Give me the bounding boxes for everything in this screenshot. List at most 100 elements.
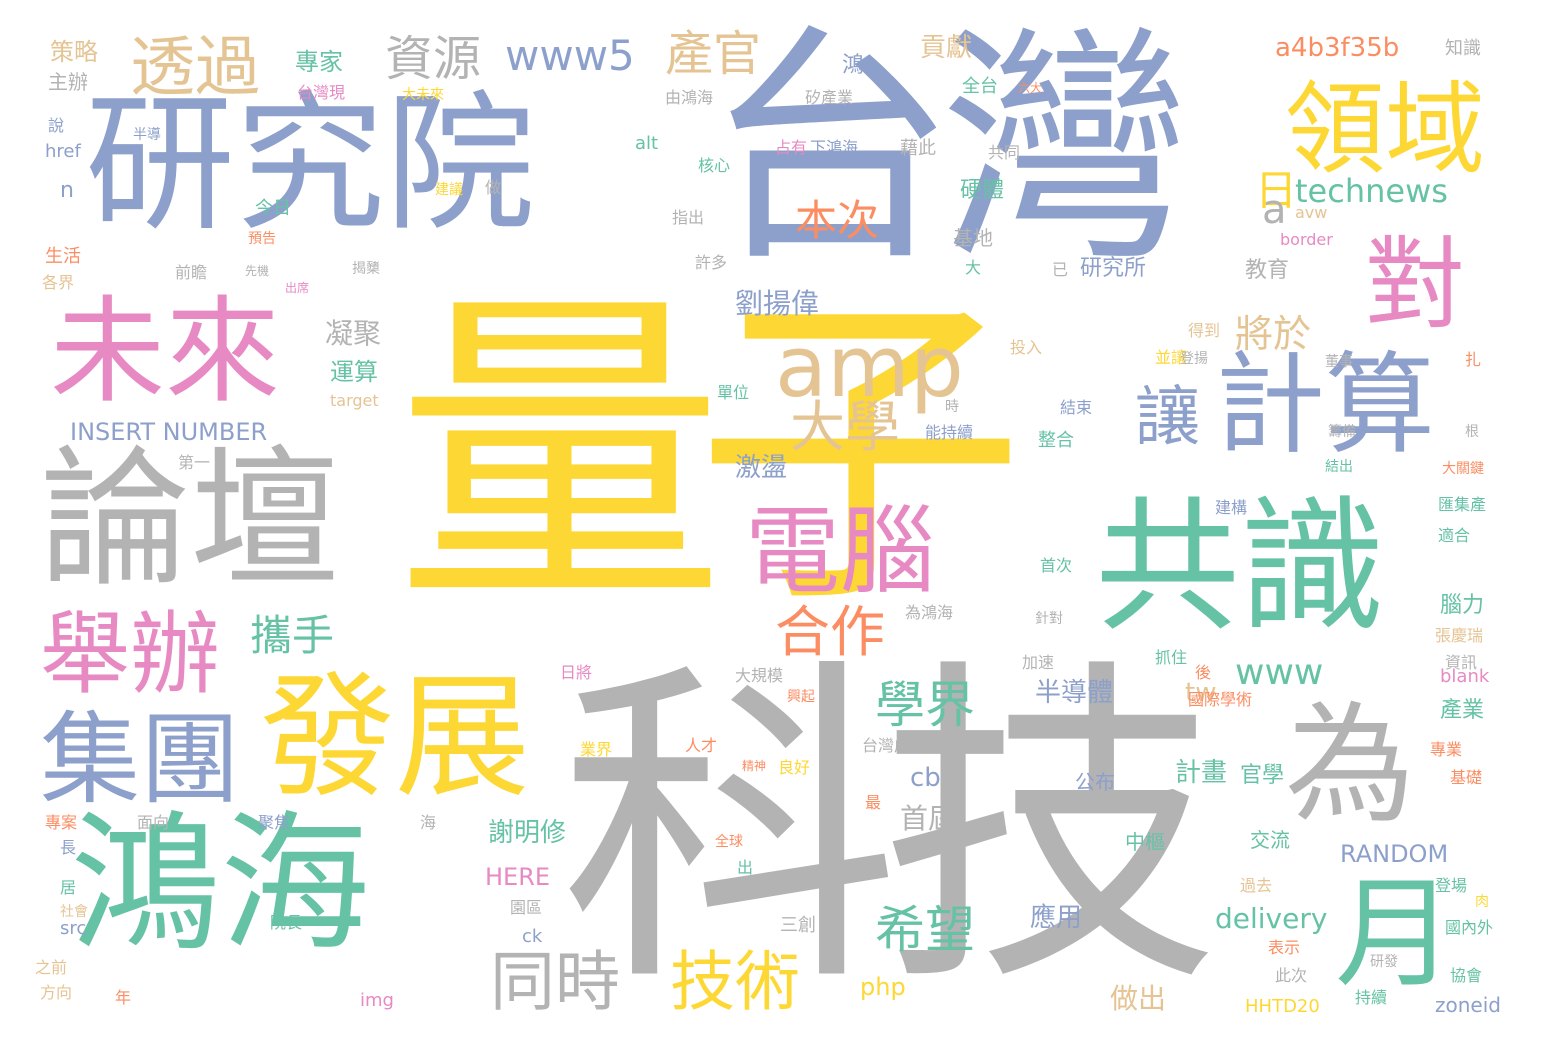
word-hezuo: 合作	[775, 600, 886, 664]
word-insert: INSERT NUMBER	[70, 418, 268, 446]
word-liangyu: 良好	[778, 758, 811, 777]
word-hhtd20: HHTD20	[1245, 996, 1320, 1017]
word-banda: 半導	[133, 127, 161, 143]
word-zui: 最	[865, 793, 882, 812]
word-tongshi: 同時	[490, 945, 621, 1020]
word-jiezhi: 結出	[1325, 459, 1353, 475]
word-zhenghe: 整合	[1038, 430, 1074, 451]
word-yingyong: 應用	[1030, 903, 1083, 933]
word-jiangyu: 將於	[1235, 312, 1312, 356]
word-zhuanan: 專案	[45, 813, 78, 832]
word-liuyangwei: 劉揚偉	[735, 287, 820, 320]
word-xiangfa: 興起	[787, 689, 815, 705]
word-yue: 月	[1335, 865, 1455, 1004]
word-chanye: 產業	[1440, 698, 1485, 723]
word-yejie: 業界	[580, 740, 613, 759]
word-nengchixu: 能持續	[925, 423, 974, 442]
word-wei: 為	[1285, 689, 1416, 841]
word-bingrang: 並讓	[1155, 348, 1188, 367]
word-technews: technews	[1295, 172, 1448, 210]
word-chang: 長	[60, 838, 77, 857]
word-guonei: 國內外	[1445, 918, 1494, 937]
word-zhiqian: 之前	[35, 958, 68, 977]
word-xiemingxiu: 謝明修	[488, 818, 567, 848]
word-jisuan: 計算	[1215, 341, 1435, 469]
word-xieshou: 攜手	[250, 611, 335, 660]
word-zoneid: zoneid	[1435, 993, 1501, 1017]
word-amp: amp	[775, 318, 964, 417]
word-chanxguan: 產官	[665, 26, 762, 82]
word-taiwan: 台灣	[705, 4, 1190, 295]
word-hexin: 核心	[698, 156, 731, 175]
word-jituan: 集團	[40, 701, 240, 818]
word-chu: 出	[737, 858, 754, 877]
word-target: target	[330, 391, 379, 410]
word-rang: 讓	[1135, 380, 1201, 455]
word-rou: 肉	[1475, 894, 1489, 910]
word-yuanqu: 園區	[510, 898, 543, 917]
word-jiaoyu: 教育	[1245, 258, 1290, 283]
word-celue: 策略	[50, 38, 98, 66]
word-sanchuang: 三創	[780, 915, 816, 936]
word-rijiang: 日將	[560, 663, 593, 682]
word-taiwanxian: 台灣現	[297, 83, 346, 102]
word-shuo: 說	[48, 116, 65, 135]
word-youhonghai: 由鴻海	[665, 88, 714, 107]
word-liuda: 六大	[1018, 81, 1043, 95]
word-shehui: 社會	[60, 904, 88, 920]
word-jihua: 計畫	[1175, 758, 1228, 788]
word-quantai: 全台	[962, 76, 998, 97]
word-jishu: 技術	[670, 945, 801, 1020]
word-xiehui: 協會	[1450, 966, 1483, 985]
word-dali: 大	[965, 258, 982, 277]
word-shengchanye: 矽產業	[805, 88, 854, 107]
word-href: href	[45, 141, 81, 162]
word-mianxiang: 面向	[137, 813, 170, 832]
word-zhuban: 主辦	[48, 70, 88, 94]
word-tourus: 投入	[1010, 338, 1043, 357]
word-border: border	[1280, 230, 1333, 249]
word-www5: www5	[505, 31, 635, 80]
word-diyi: 第一	[178, 453, 211, 472]
word-jieshu: 結束	[1060, 398, 1093, 417]
word-hong: 鴻	[842, 53, 865, 78]
word-daguimo: 大規模	[735, 666, 784, 685]
word-img: img	[360, 990, 394, 1011]
word-weihonghai: 為鴻海	[905, 603, 954, 622]
word-shenghuo: 生活	[45, 246, 81, 267]
word-dengchang: 登場	[1435, 876, 1468, 895]
word-jidang: 激盪	[735, 453, 788, 483]
word-shi: 時	[945, 399, 959, 415]
word-zhanghuirui: 張慶瑞	[1435, 626, 1484, 645]
word-hou: 後	[1195, 663, 1212, 682]
word-luntan: 論壇	[40, 433, 341, 607]
word-src: src	[60, 918, 87, 939]
word-quanqiu: 全球	[715, 834, 743, 850]
word-zhuanjia: 專家	[295, 48, 343, 76]
word-a: a	[1262, 187, 1287, 233]
word-jieci: 藉此	[900, 138, 936, 159]
word-diannao: 電腦	[745, 497, 936, 607]
word-avw: avw	[1295, 203, 1328, 222]
word-zuo: 做	[485, 178, 502, 197]
word-zixun: 資訊	[1445, 653, 1478, 672]
word-rencai: 人才	[685, 736, 718, 755]
word-zhanyou: 占有	[775, 138, 808, 157]
word-taiwancheng: 台灣成	[862, 736, 911, 755]
word-alt: alt	[635, 133, 659, 154]
word-honghai: 鴻海	[70, 798, 371, 972]
word-liangzi: 量子	[395, 263, 1025, 647]
word-chixu: 持續	[1355, 988, 1388, 1007]
word-yi: 已	[1052, 260, 1069, 279]
word-jichu: 基礎	[1450, 768, 1483, 787]
word-jidi: 基地	[953, 226, 993, 250]
word-danwei: 單位	[717, 383, 750, 402]
word-random: RANDOM	[1340, 840, 1449, 868]
word-gongtong: 共同	[988, 143, 1021, 162]
word-gongshi: 共識	[1095, 483, 1385, 652]
word-gongxian: 貢獻	[920, 33, 973, 63]
word-n: n	[60, 178, 74, 203]
word-yuce: 預告	[248, 231, 276, 247]
word-nian: 年	[115, 988, 132, 1007]
